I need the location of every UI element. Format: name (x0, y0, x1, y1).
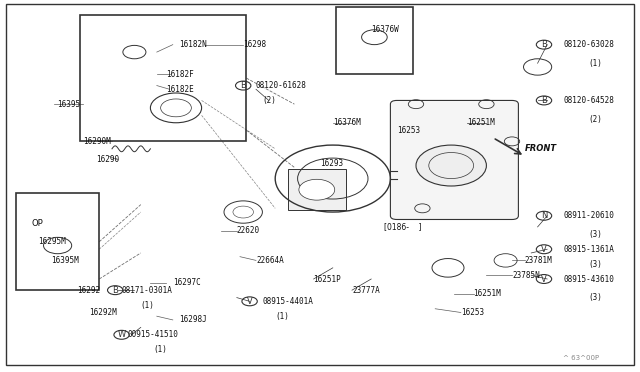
Text: 08120-63028: 08120-63028 (563, 40, 614, 49)
Text: (3): (3) (589, 260, 603, 269)
Text: ^ 63^00P: ^ 63^00P (563, 355, 599, 361)
Text: W: W (118, 330, 125, 339)
FancyBboxPatch shape (390, 100, 518, 219)
Text: 08915-4401A: 08915-4401A (262, 297, 313, 306)
Text: (1): (1) (154, 345, 168, 354)
Text: 22664A: 22664A (256, 256, 284, 265)
Text: B: B (541, 40, 547, 49)
Text: (3): (3) (589, 230, 603, 239)
Text: 08911-20610: 08911-20610 (563, 211, 614, 220)
Text: V: V (247, 297, 252, 306)
FancyBboxPatch shape (288, 169, 346, 210)
Text: N: N (541, 211, 547, 220)
Text: 16290M: 16290M (83, 137, 111, 146)
Text: 00915-41510: 00915-41510 (128, 330, 179, 339)
Text: FRONT: FRONT (525, 144, 557, 153)
Text: OP: OP (31, 219, 43, 228)
Text: 16253: 16253 (461, 308, 484, 317)
Text: 16298J: 16298J (179, 315, 207, 324)
Text: B: B (112, 286, 118, 295)
Text: 16376W: 16376W (371, 25, 399, 34)
Text: 16251M: 16251M (467, 118, 495, 127)
Text: 16292: 16292 (77, 286, 100, 295)
Text: 16253: 16253 (397, 126, 420, 135)
Text: 08120-61628: 08120-61628 (256, 81, 307, 90)
Text: V: V (541, 245, 547, 254)
Text: (2): (2) (262, 96, 276, 105)
Text: B: B (541, 96, 547, 105)
Text: 08915-1361A: 08915-1361A (563, 245, 614, 254)
Bar (336, 7, 413, 74)
Text: (2): (2) (589, 115, 603, 124)
Text: B: B (240, 81, 246, 90)
Text: 22620: 22620 (237, 226, 260, 235)
Text: 16295M: 16295M (38, 237, 66, 246)
Text: 23777A: 23777A (352, 286, 380, 295)
Circle shape (416, 145, 486, 186)
Text: [0186-    ]: [0186- ] (384, 222, 422, 231)
Text: 23781M: 23781M (525, 256, 552, 265)
Text: 16251P: 16251P (314, 275, 341, 283)
Text: 16297C: 16297C (173, 278, 200, 287)
Text: 16182N: 16182N (179, 40, 207, 49)
Text: 16376M: 16376M (333, 118, 360, 127)
Text: 16182E: 16182E (166, 85, 194, 94)
Text: (1): (1) (275, 312, 289, 321)
Text: 16290: 16290 (96, 155, 119, 164)
Bar (16, 193, 99, 290)
Text: (3): (3) (589, 293, 603, 302)
Text: (1): (1) (589, 59, 603, 68)
Text: 16293: 16293 (320, 159, 343, 168)
Text: 23785N: 23785N (512, 271, 540, 280)
Text: 16292M: 16292M (90, 308, 117, 317)
Text: 16395: 16395 (58, 100, 81, 109)
Text: 08171-0301A: 08171-0301A (122, 286, 172, 295)
Circle shape (299, 179, 335, 200)
Text: 16251M: 16251M (474, 289, 501, 298)
Text: 16298: 16298 (243, 40, 266, 49)
Circle shape (429, 153, 474, 179)
Text: 08120-64528: 08120-64528 (563, 96, 614, 105)
Text: 08915-43610: 08915-43610 (563, 275, 614, 283)
Text: V: V (541, 275, 547, 283)
Bar (80, 15, 246, 141)
Text: 16182F: 16182F (166, 70, 194, 79)
Text: 16395M: 16395M (51, 256, 79, 265)
Text: (1): (1) (141, 301, 155, 310)
